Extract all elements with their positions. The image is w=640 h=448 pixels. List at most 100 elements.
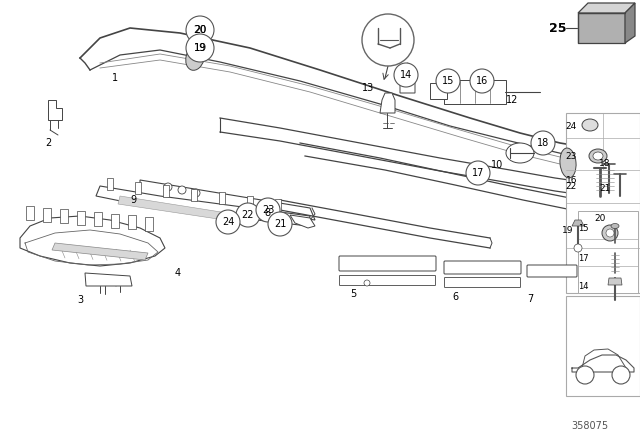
Polygon shape bbox=[26, 206, 34, 220]
Text: 14: 14 bbox=[400, 70, 412, 80]
Text: 15: 15 bbox=[442, 76, 454, 86]
Polygon shape bbox=[275, 199, 281, 211]
Polygon shape bbox=[578, 3, 635, 13]
Text: 18: 18 bbox=[537, 138, 549, 148]
Text: 6: 6 bbox=[452, 292, 458, 302]
Polygon shape bbox=[96, 186, 310, 226]
Text: 17: 17 bbox=[472, 168, 484, 178]
Circle shape bbox=[192, 189, 200, 197]
Text: 5: 5 bbox=[350, 289, 356, 299]
Polygon shape bbox=[52, 243, 148, 260]
Text: 25: 25 bbox=[549, 22, 567, 34]
Circle shape bbox=[436, 69, 460, 93]
FancyBboxPatch shape bbox=[444, 261, 521, 274]
Text: 20: 20 bbox=[595, 214, 605, 223]
Text: 20: 20 bbox=[194, 25, 206, 35]
Polygon shape bbox=[135, 181, 141, 194]
Text: 16: 16 bbox=[566, 176, 578, 185]
FancyBboxPatch shape bbox=[429, 82, 447, 99]
Polygon shape bbox=[20, 216, 165, 266]
Polygon shape bbox=[145, 216, 153, 231]
Polygon shape bbox=[608, 278, 622, 285]
Polygon shape bbox=[578, 13, 625, 43]
Text: 20: 20 bbox=[193, 25, 207, 35]
Polygon shape bbox=[48, 100, 62, 120]
Ellipse shape bbox=[582, 119, 598, 131]
Polygon shape bbox=[219, 192, 225, 204]
Circle shape bbox=[466, 161, 490, 185]
Circle shape bbox=[364, 280, 370, 286]
FancyBboxPatch shape bbox=[445, 277, 520, 288]
Ellipse shape bbox=[506, 143, 534, 163]
Text: 24: 24 bbox=[565, 121, 577, 130]
Circle shape bbox=[531, 131, 555, 155]
Circle shape bbox=[470, 69, 494, 93]
Ellipse shape bbox=[560, 148, 576, 178]
Circle shape bbox=[256, 198, 280, 222]
Circle shape bbox=[574, 244, 582, 252]
FancyBboxPatch shape bbox=[566, 296, 640, 396]
Polygon shape bbox=[290, 215, 315, 228]
FancyBboxPatch shape bbox=[339, 276, 435, 285]
Text: 15: 15 bbox=[578, 224, 588, 233]
Text: 23: 23 bbox=[262, 205, 274, 215]
Text: 7: 7 bbox=[527, 294, 533, 304]
Circle shape bbox=[178, 186, 186, 194]
Text: 3: 3 bbox=[77, 295, 83, 305]
Polygon shape bbox=[128, 215, 136, 229]
Circle shape bbox=[576, 366, 594, 384]
Circle shape bbox=[602, 225, 618, 241]
Text: 1: 1 bbox=[112, 73, 118, 83]
Text: 22: 22 bbox=[242, 210, 254, 220]
Text: 4: 4 bbox=[175, 268, 181, 278]
Circle shape bbox=[164, 183, 172, 191]
Text: 16: 16 bbox=[476, 76, 488, 86]
Circle shape bbox=[606, 229, 614, 237]
Text: 21: 21 bbox=[599, 184, 611, 193]
Circle shape bbox=[268, 212, 292, 236]
Text: 14: 14 bbox=[578, 281, 588, 290]
Text: 358075: 358075 bbox=[572, 421, 609, 431]
Circle shape bbox=[236, 203, 260, 227]
Polygon shape bbox=[43, 207, 51, 221]
Ellipse shape bbox=[593, 152, 603, 160]
Circle shape bbox=[362, 14, 414, 66]
Polygon shape bbox=[85, 273, 132, 286]
Polygon shape bbox=[77, 211, 85, 224]
Text: 22: 22 bbox=[565, 181, 577, 190]
Polygon shape bbox=[140, 180, 315, 220]
Circle shape bbox=[186, 34, 214, 62]
Polygon shape bbox=[625, 3, 635, 43]
Polygon shape bbox=[400, 63, 415, 93]
Text: 9: 9 bbox=[130, 195, 136, 205]
FancyBboxPatch shape bbox=[527, 265, 577, 277]
Polygon shape bbox=[107, 178, 113, 190]
Circle shape bbox=[188, 18, 212, 42]
Circle shape bbox=[216, 210, 240, 234]
Text: 21: 21 bbox=[274, 219, 286, 229]
Circle shape bbox=[188, 36, 212, 60]
Circle shape bbox=[612, 366, 630, 384]
Polygon shape bbox=[191, 189, 197, 201]
FancyBboxPatch shape bbox=[578, 211, 638, 293]
Text: 2: 2 bbox=[45, 138, 51, 148]
Text: 19: 19 bbox=[193, 43, 207, 53]
Polygon shape bbox=[118, 196, 240, 222]
Ellipse shape bbox=[186, 46, 204, 70]
Polygon shape bbox=[535, 135, 550, 150]
FancyBboxPatch shape bbox=[566, 113, 640, 293]
Text: 8: 8 bbox=[264, 208, 270, 218]
Polygon shape bbox=[94, 212, 102, 226]
Polygon shape bbox=[572, 220, 584, 226]
Polygon shape bbox=[60, 209, 68, 223]
FancyBboxPatch shape bbox=[339, 256, 436, 271]
Text: 19: 19 bbox=[194, 43, 206, 53]
Text: 10: 10 bbox=[491, 160, 503, 170]
Text: 23: 23 bbox=[565, 151, 577, 160]
Text: 24: 24 bbox=[222, 217, 234, 227]
Ellipse shape bbox=[589, 149, 607, 163]
Text: 19: 19 bbox=[563, 225, 573, 234]
Text: 13: 13 bbox=[362, 83, 374, 93]
Circle shape bbox=[186, 16, 214, 44]
Circle shape bbox=[394, 63, 418, 87]
